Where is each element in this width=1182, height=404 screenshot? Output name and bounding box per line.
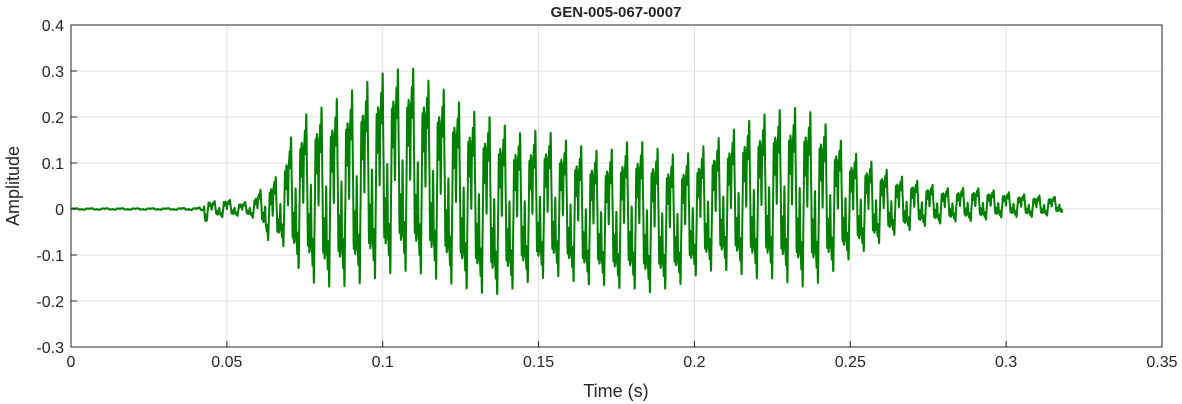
x-tick-label: 0.05 (211, 354, 242, 371)
y-tick-label: -0.2 (36, 294, 64, 311)
x-tick-label: 0 (67, 354, 76, 371)
x-tick-label: 0.2 (683, 354, 705, 371)
y-tick-labels: -0.3 -0.2 -0.1 0 0.1 0.2 0.3 0.4 (36, 18, 64, 357)
x-tick-label: 0.3 (995, 354, 1017, 371)
x-tick-label: 0.15 (523, 354, 554, 371)
y-tick-label: 0.4 (42, 18, 64, 35)
y-tick-label: -0.3 (36, 340, 64, 357)
x-tick-labels: 0 0.05 0.1 0.15 0.2 0.25 0.3 0.35 (67, 354, 1178, 371)
axes-box (70, 24, 1163, 348)
y-tick-label: 0.3 (42, 64, 64, 81)
y-tick-label: 0.1 (42, 156, 64, 173)
waveform-line (70, 67, 1064, 295)
plot-background (71, 25, 1162, 347)
y-tick-label: -0.1 (36, 248, 64, 265)
y-tick-label: 0.2 (42, 110, 64, 127)
tick-marks (70, 24, 1163, 348)
series-layer (70, 67, 1064, 295)
chart-title: GEN-005-067-0007 (551, 4, 682, 21)
y-axis-label: Amplitude (3, 146, 23, 226)
x-axis-label: Time (s) (583, 381, 648, 401)
x-tick-label: 0.25 (835, 354, 866, 371)
x-tick-label: 0.35 (1146, 354, 1177, 371)
x-tick-label: 0.1 (372, 354, 394, 371)
y-tick-label: 0 (55, 202, 64, 219)
